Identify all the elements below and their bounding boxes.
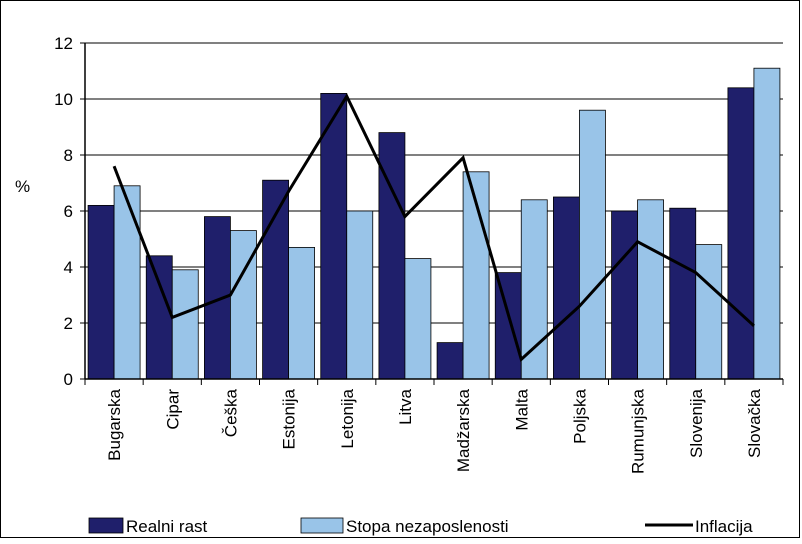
bar-realni-rast (727, 87, 755, 380)
x-tick-label: Slovačka (745, 388, 764, 458)
y-tick-label: 4 (64, 258, 73, 277)
bar-realni-rast (262, 179, 289, 380)
y-tick-label: 6 (64, 202, 73, 221)
bar-stopa-nezaposlenosti (695, 244, 723, 380)
x-tick-label: Malta (512, 388, 531, 430)
bar-stopa-nezaposlenosti (404, 258, 432, 380)
x-tick-label: Češka (221, 388, 240, 437)
x-tick-label: Litva (396, 388, 415, 424)
inflation-line (112, 93, 755, 363)
y-tick-label: 8 (64, 146, 73, 165)
bar-realni-rast (494, 272, 522, 380)
legend-label-stopa-nezaposlenosti: Stopa nezaposlenosti (346, 517, 509, 536)
x-tick-label: Letonija (338, 388, 357, 448)
bar-stopa-nezaposlenosti (520, 199, 548, 380)
bar-realni-rast (436, 342, 464, 380)
y-tick-label: 2 (64, 314, 73, 333)
line-inflacija (112, 93, 755, 363)
legend-swatch-realni-rast (88, 517, 124, 534)
bar-realni-rast (553, 196, 580, 380)
bar-stopa-nezaposlenosti (288, 246, 315, 380)
bar-stopa-nezaposlenosti (346, 210, 374, 380)
legend-label-realni-rast: Realni rast (126, 517, 208, 536)
y-ticks: 0 2 4 6 8 10 12 (54, 34, 85, 389)
bar-realni-rast (87, 204, 115, 380)
x-tick-label: Cipar (163, 389, 182, 430)
y-tick-label: 12 (54, 34, 73, 53)
bar-stopa-nezaposlenosti (171, 269, 199, 380)
bar-realni-rast (145, 255, 173, 380)
legend-swatch-stopa-nezaposlenosti (300, 517, 344, 534)
x-tick-label: Poljska (570, 388, 589, 443)
y-tick-label: 10 (54, 90, 73, 109)
x-tick-label: Bugarska (105, 388, 124, 460)
x-ticks: Bugarska Cipar Češka Estonija Letonija Litva M… (84, 379, 784, 474)
bar-stopa-nezaposlenosti (637, 199, 664, 380)
x-tick-label: Estonija (280, 388, 299, 449)
bar-stopa-nezaposlenosti (753, 67, 781, 380)
gridlines (85, 42, 783, 324)
bar-realni-rast (320, 93, 348, 380)
x-tick-label: Rumunjska (629, 388, 648, 474)
bars (87, 67, 781, 380)
bar-realni-rast (669, 207, 697, 380)
x-tick-label: Slovenija (687, 388, 706, 458)
bar-stopa-nezaposlenosti (113, 185, 141, 380)
x-tick-label: Madžarska (454, 388, 473, 472)
legend: Realni rast Stopa nezaposlenosti Inflaci… (88, 517, 753, 536)
legend-label-inflacija: Inflacija (695, 517, 753, 536)
y-axis-label: % (15, 177, 30, 196)
bar-realni-rast (611, 210, 638, 380)
bar-stopa-nezaposlenosti (579, 109, 606, 380)
y-tick-label: 0 (64, 370, 73, 389)
